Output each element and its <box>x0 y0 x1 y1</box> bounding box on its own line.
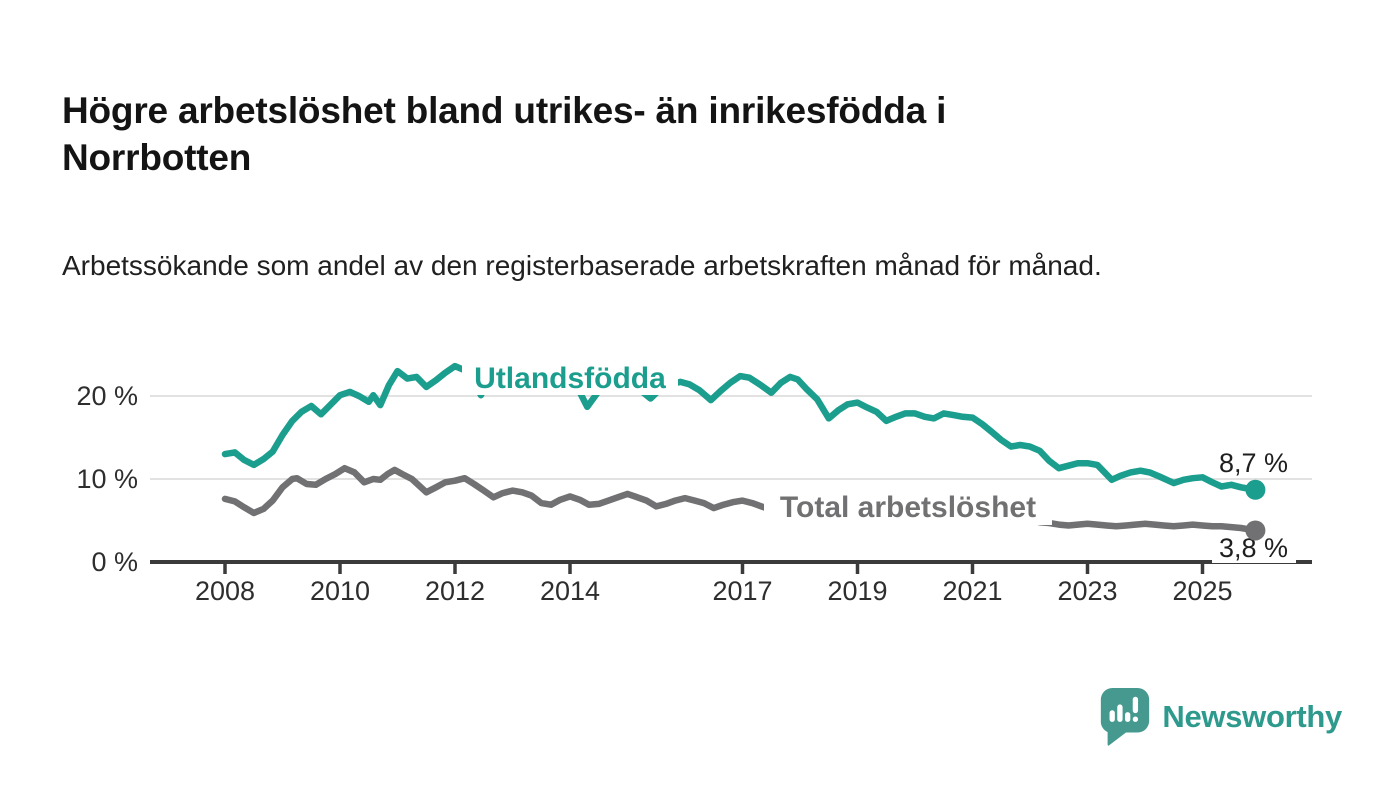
series-line-0 <box>221 362 1259 494</box>
series-label-0: Utlandsfödda <box>474 362 666 395</box>
brand-footer: Newsworthy <box>1100 688 1342 746</box>
x-tick-label: 2023 <box>1057 576 1117 606</box>
chart-subtitle: Arbetssökande som andel av den registerb… <box>62 250 1102 281</box>
end-value-utlandsfodda: 8,7 % <box>1219 448 1288 478</box>
series-label-mask <box>462 361 678 395</box>
page-title: Högre arbetslöshet bland utrikes- än inr… <box>62 89 947 178</box>
series-label-1: Total arbetslöshet <box>780 491 1036 524</box>
x-tick-label: 2008 <box>195 576 255 606</box>
end-dot-utlandsfodda <box>1245 479 1266 500</box>
x-tick-label: 2025 <box>1172 576 1232 606</box>
x-tick-label: 2012 <box>425 576 485 606</box>
series-line-1 <box>221 464 1259 534</box>
series-label-mask <box>764 489 1052 525</box>
y-tick-label: 10 % <box>76 464 138 494</box>
end-dot-total <box>1245 520 1266 541</box>
x-tick-label: 2021 <box>942 576 1002 606</box>
x-tick-label: 2010 <box>310 576 370 606</box>
x-tick-label: 2019 <box>827 576 887 606</box>
x-tick-label: 2017 <box>712 576 772 606</box>
y-tick-label: 20 % <box>76 381 138 411</box>
y-tick-label: 0 % <box>91 547 138 577</box>
newsworthy-logo-icon <box>1101 688 1150 746</box>
x-tick-label: 2014 <box>540 576 600 606</box>
brand-name: Newsworthy <box>1162 699 1342 734</box>
